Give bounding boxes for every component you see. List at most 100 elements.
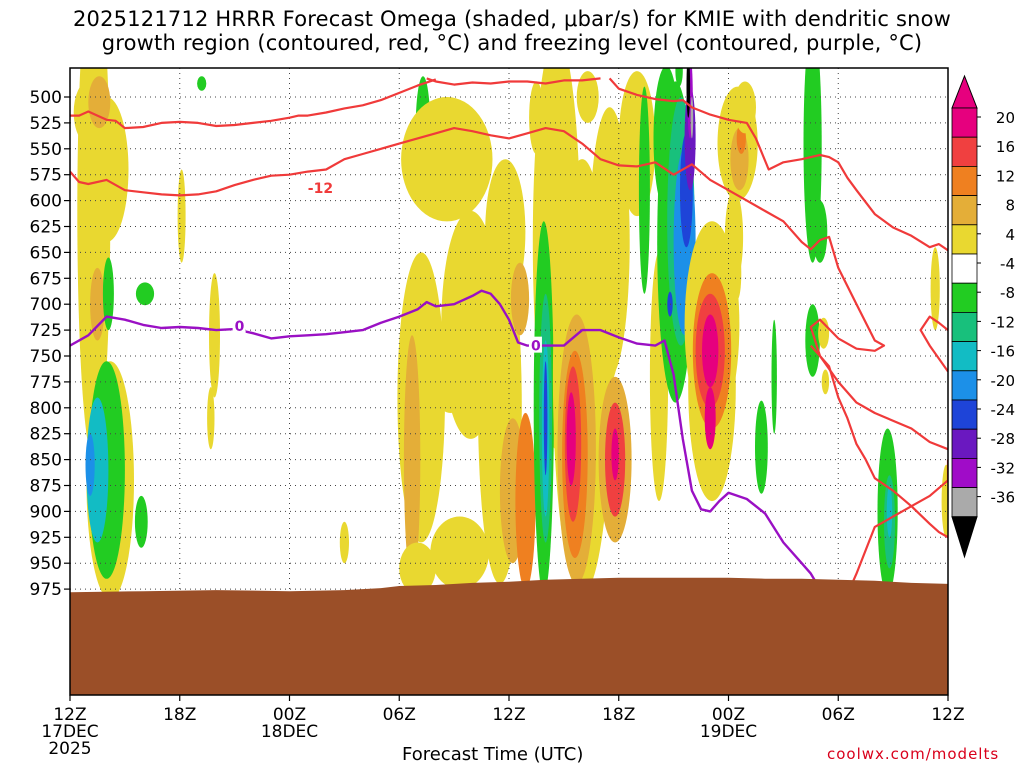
omega-shade-50 [675,68,683,87]
dendritic-contour-4 [846,459,948,595]
x-tick-label-48: 12Z [931,705,964,725]
y-tick-label-800: 800 [30,399,62,419]
omega-shade-10 [135,282,155,306]
y-tick-label-975: 975 [30,580,62,600]
omega-shade-40 [566,392,576,486]
y-tick-label-775: 775 [30,373,62,393]
y-tick-label-550: 550 [30,140,62,160]
colorbar-label-11: -28 [991,430,1016,448]
colorbar-segment-7 [951,311,978,342]
y-tick-label-525: 525 [30,114,62,134]
omega-shade-70 [734,81,756,134]
omega-shade-29 [510,262,530,336]
source-credit: coolwx.com/modelts [827,745,1000,763]
y-tick-label-750: 750 [30,347,62,367]
colorbar-label-5: -4 [1000,255,1015,273]
contour-label-2: 0 [531,339,541,355]
omega-shade-65 [702,314,719,388]
colorbar-label-9: -20 [991,372,1016,390]
omega-shade-35 [543,361,548,476]
contour-label-bg-2 [528,336,542,353]
omega-shade-66 [704,387,716,450]
y-tick-label-700: 700 [30,295,62,315]
contour-label-1: 0 [235,319,245,335]
omega-shade-73 [755,400,768,494]
omega-shade-31 [529,81,544,154]
x-tick-label-6: 18Z [163,705,196,725]
x-year-label-0: 2025 [48,739,91,759]
y-tick-label-575: 575 [30,166,62,186]
omega-shade-46 [576,71,599,123]
colorbar-segment-10 [951,399,978,430]
omega-shade-12 [177,169,186,263]
dendritic-contour-1 [426,77,601,86]
colorbar-segment-13 [951,487,978,518]
ground-terrain [70,577,948,695]
x-tick-label-30: 18Z [602,705,635,725]
colorbar-segment-9 [951,370,978,401]
dendritic-contour-6 [919,315,948,373]
dendritic-contour-2 [608,77,948,252]
x-tick-label-36: 00Z [712,705,745,725]
omega-shade-22 [428,319,473,413]
colorbar-label-1: 16 [996,138,1015,156]
omega-shade-82 [886,485,893,538]
colorbar-label-8: -16 [991,343,1016,361]
y-tick-label-825: 825 [30,425,62,445]
omega-shade-11 [134,495,148,548]
y-tick-label-625: 625 [30,218,62,238]
y-tick-label-900: 900 [30,502,62,522]
colorbar-segment-4 [951,224,978,255]
x-tick-label-18: 06Z [383,705,416,725]
omega-shade-14 [207,387,215,450]
y-tick-label-725: 725 [30,321,62,341]
omega-shade-48 [638,86,650,294]
omega-shade-18 [401,97,493,222]
x-tick-label-24: 12Z [492,705,525,725]
omega-shade-24 [399,542,436,595]
y-tick-label-875: 875 [30,477,62,497]
colorbar-label-13: -36 [991,489,1016,507]
y-tick-label-650: 650 [30,243,62,263]
omega-shade-42 [591,262,621,388]
contour-label-bg-1 [232,316,246,333]
dendritic-contour-5 [809,344,948,539]
omega-shade-45 [611,428,619,481]
omega-shade-83 [930,247,940,331]
omega-shade-72 [733,247,742,299]
y-tick-label-850: 850 [30,451,62,471]
colorbar-label-3: 8 [1005,197,1015,215]
contour-label-0: -12 [308,181,333,197]
y-tick-label-675: 675 [30,269,62,289]
y-tick-label-600: 600 [30,192,62,212]
omega-shade-9 [102,257,114,331]
colorbar-segment-6 [951,282,978,313]
x-date-label-36: 19DEC [700,722,757,742]
colorbar-label-4: 4 [1005,226,1015,244]
omega-shade-77 [812,200,828,263]
colorbar-segment-5 [951,253,978,284]
colorbar-label-12: -32 [991,459,1016,477]
omega-shade-16 [339,521,349,564]
x-tick-label-12: 00Z [273,705,306,725]
colorbar-segment-2 [951,165,978,196]
omega-shade-15 [197,76,207,91]
omega-shade-75 [805,304,820,377]
colorbar-bottom-arrow [951,516,978,559]
plot-area: -12 0 0 [70,68,948,695]
x-tick-label-42: 06Z [822,705,855,725]
contour-label-bg-0 [305,179,337,196]
omega-shade-84 [941,464,948,538]
colorbar-label-10: -24 [991,401,1016,419]
colorbar-top-arrow [951,74,978,109]
y-tick-label-925: 925 [30,528,62,548]
colorbar-segment-3 [951,195,978,226]
omega-shade-74 [771,319,777,434]
omega-shade-28 [515,412,536,590]
colorbar-segment-0 [951,107,978,138]
colorbar: 20 16 12 8 4 -4 -8 -12 -16 -20 -24 -28 -32 -36 [951,74,1016,559]
omega-shade-8 [85,433,95,496]
x-tick-label-0: 12Z [53,705,86,725]
dendritic-contour-0 [70,78,437,130]
